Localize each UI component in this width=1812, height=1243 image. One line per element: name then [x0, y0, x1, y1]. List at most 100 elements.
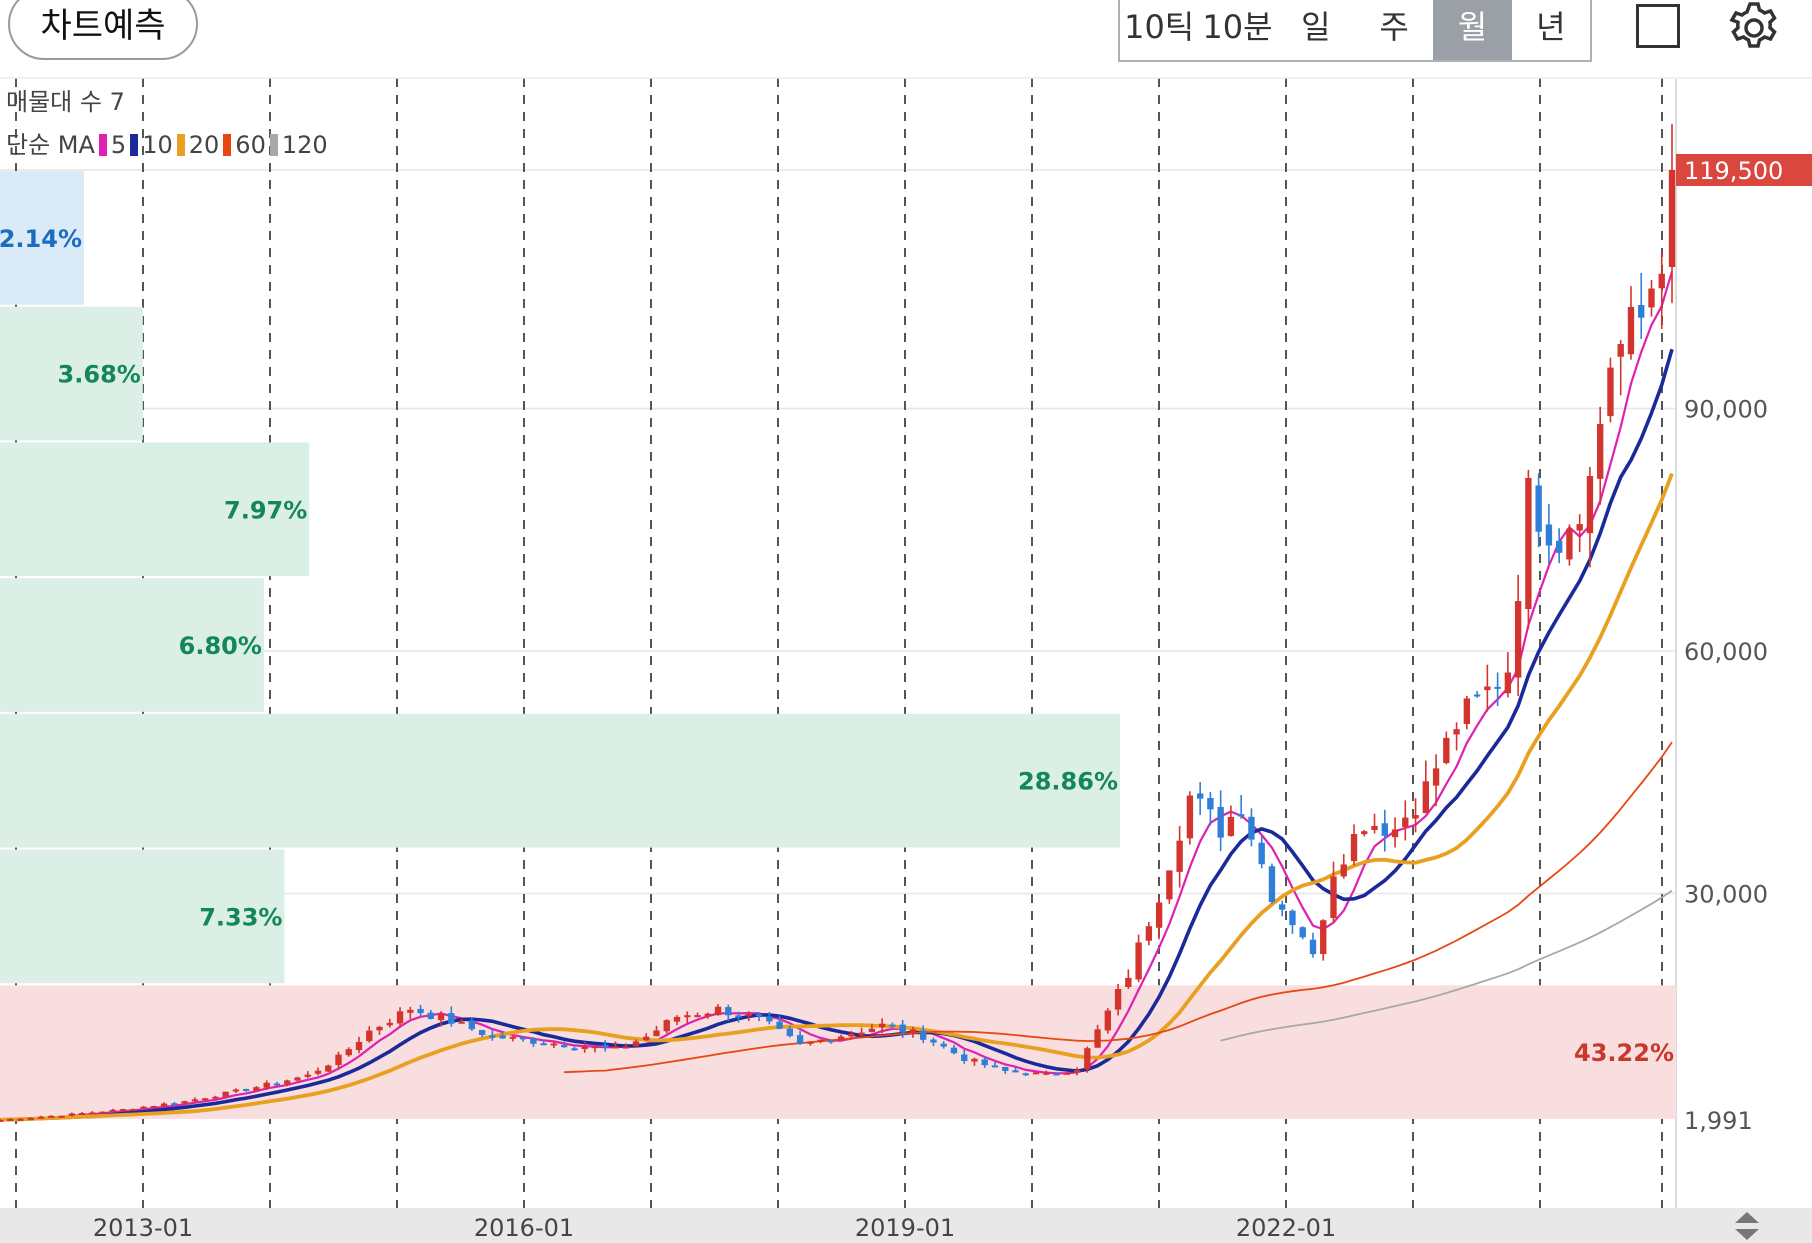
- volume-profile-band: [0, 306, 143, 441]
- candle-body: [612, 1046, 619, 1049]
- ma120-swatch: [269, 134, 278, 156]
- volume-profile-band: [0, 713, 1120, 848]
- candle-body: [78, 1113, 86, 1116]
- candle-body: [1114, 989, 1122, 1010]
- candle-body: [417, 1008, 424, 1014]
- candle-body: [909, 1029, 917, 1033]
- candle-body: [1361, 831, 1368, 835]
- current-price-tag: [1676, 154, 1812, 186]
- candle-body: [1309, 939, 1317, 955]
- candle-body: [1073, 1070, 1081, 1073]
- tab-month[interactable]: 월: [1433, 0, 1512, 60]
- candle-body: [37, 1116, 45, 1119]
- x-tick-label: 2016-01: [474, 1214, 574, 1242]
- candle-body: [335, 1054, 342, 1066]
- volume-profile-pct: 3.68%: [58, 361, 141, 389]
- candle-body: [314, 1070, 322, 1074]
- candle-body: [1279, 904, 1286, 910]
- candle-body: [622, 1046, 629, 1049]
- candle-body: [407, 1009, 414, 1013]
- candle-body: [1012, 1070, 1019, 1073]
- candle-body: [1607, 367, 1614, 417]
- volume-profile-pct: 6.80%: [179, 632, 262, 660]
- candle-body: [1135, 942, 1142, 980]
- tab-10tick[interactable]: 10틱: [1124, 8, 1195, 46]
- candle-body: [878, 1023, 886, 1028]
- candle-body: [1227, 816, 1235, 836]
- candle-body: [560, 1044, 568, 1048]
- candle-body: [673, 1016, 681, 1022]
- candle-body: [68, 1113, 75, 1116]
- candle-body: [396, 1011, 404, 1024]
- candle-body: [1155, 902, 1163, 928]
- candle-body: [714, 1006, 722, 1016]
- candle-body: [140, 1106, 147, 1109]
- ma20-swatch: [176, 134, 185, 156]
- candle-body: [991, 1065, 999, 1068]
- y-tick-label: 1,991: [1684, 1107, 1753, 1135]
- x-tick-label: 2013-01: [93, 1214, 193, 1242]
- scroll-updown-icon[interactable]: [1732, 1210, 1762, 1242]
- candle-body: [17, 1118, 24, 1121]
- gear-icon[interactable]: [1724, 0, 1784, 58]
- volume-profile-band: [0, 849, 285, 984]
- ma-legend: 단순 MA 5 10 20 60 120: [6, 125, 328, 160]
- toolbar: 차트예측 10틱 10분 일 주 월 년: [0, 0, 1812, 78]
- candle-body: [1422, 781, 1429, 814]
- tab-10min[interactable]: 10분: [1202, 8, 1273, 46]
- candle-body: [1638, 304, 1645, 318]
- candle-body: [1525, 477, 1532, 610]
- candle-body: [325, 1065, 332, 1072]
- candle-body: [1320, 920, 1327, 955]
- ma60-label: 60: [235, 131, 266, 159]
- ma60-swatch: [223, 134, 232, 156]
- candle-body: [1299, 927, 1306, 938]
- ma5-label: 5: [110, 131, 127, 159]
- candle-body: [0, 1119, 4, 1122]
- fullscreen-icon[interactable]: [1636, 4, 1680, 48]
- candle-body: [755, 1014, 763, 1017]
- candle-body: [519, 1037, 527, 1040]
- candle-body: [1196, 793, 1204, 799]
- candle-body: [191, 1099, 199, 1102]
- candle-body: [1555, 540, 1563, 553]
- candle-body: [745, 1013, 752, 1016]
- candle-body: [1166, 870, 1173, 900]
- candle-body: [1566, 528, 1573, 560]
- x-tick-label: 2022-01: [1236, 1214, 1336, 1242]
- candle-body: [1412, 815, 1419, 819]
- candle-body: [1597, 424, 1604, 479]
- candle-body: [212, 1096, 219, 1099]
- chart-predict-button[interactable]: 차트예측: [8, 0, 198, 60]
- candle-body: [427, 1012, 435, 1019]
- tab-week[interactable]: 주: [1379, 8, 1409, 46]
- candle-body: [1176, 840, 1183, 872]
- candle-body: [704, 1013, 711, 1017]
- candle-body: [1237, 814, 1245, 817]
- candle-body: [1186, 795, 1194, 839]
- candle-body: [1094, 1029, 1101, 1048]
- candle-body: [1104, 1010, 1112, 1031]
- candle-body: [58, 1115, 65, 1118]
- candle-body: [7, 1119, 14, 1122]
- ma120-line: [1220, 889, 1673, 1042]
- period-selector: 10틱 10분 일 주 월 년: [1118, 0, 1592, 62]
- ma20-line: [0, 472, 1674, 1122]
- ma20-label: 20: [188, 131, 220, 159]
- candle-body: [1022, 1073, 1029, 1076]
- volume-profile-band: [0, 578, 264, 712]
- candle-body: [632, 1041, 640, 1047]
- candle-body: [940, 1043, 947, 1047]
- candle-body: [1330, 876, 1337, 919]
- tab-day[interactable]: 일: [1301, 8, 1331, 46]
- candle-body: [253, 1087, 260, 1092]
- tab-year[interactable]: 년: [1536, 8, 1566, 46]
- y-axis: 90,000 60,000 30,000 1,991 119,500: [1676, 154, 1812, 1135]
- candle-body: [130, 1109, 137, 1112]
- candle-body: [684, 1015, 691, 1018]
- candle-body: [499, 1035, 506, 1039]
- candle-body: [817, 1039, 824, 1042]
- volume-profile-pct: 2.14%: [0, 225, 82, 253]
- candle-body: [1443, 737, 1450, 764]
